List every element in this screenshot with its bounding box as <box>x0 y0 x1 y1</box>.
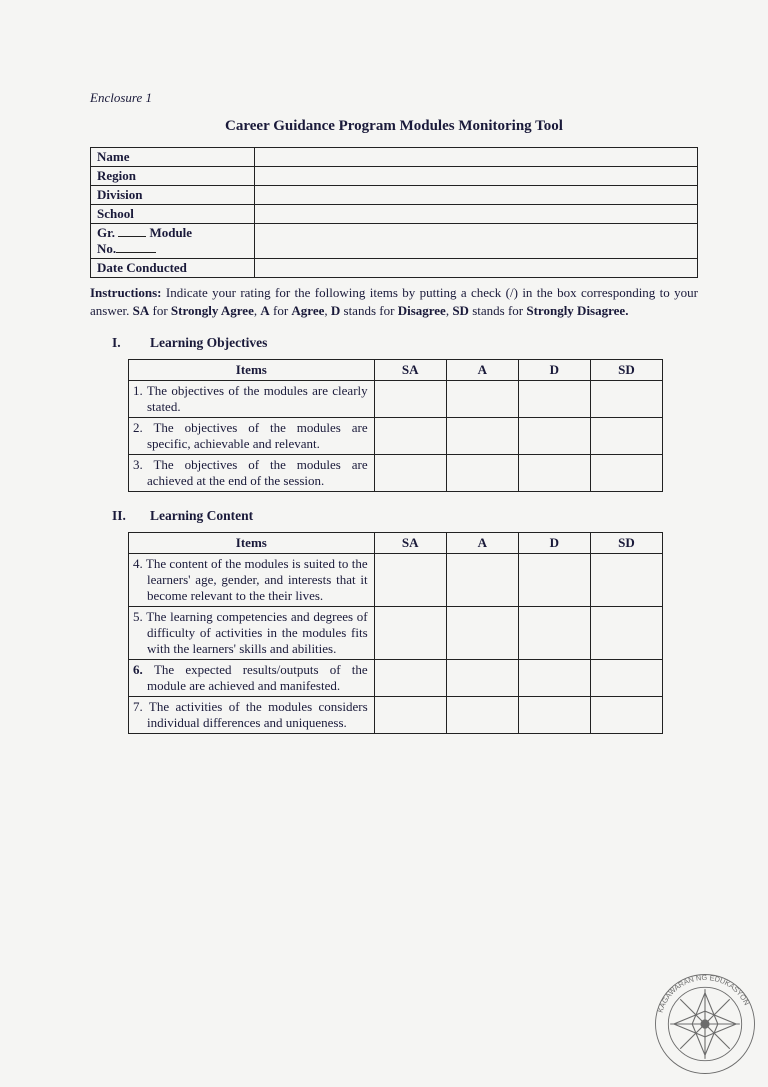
rating-cell[interactable] <box>374 554 446 607</box>
rating-cell[interactable] <box>518 381 590 418</box>
rating-cell[interactable] <box>374 455 446 492</box>
table-row: Region <box>91 167 698 186</box>
col-items: Items <box>129 360 375 381</box>
seal-stamp: KAGAWARAN NG EDUKASYON <box>650 969 760 1079</box>
rating-cell[interactable] <box>374 697 446 734</box>
item-text: 7. The activities of the modules conside… <box>129 697 375 734</box>
rating-cell[interactable] <box>518 455 590 492</box>
field-date[interactable] <box>254 259 697 278</box>
table-row: Division <box>91 186 698 205</box>
label-name: Name <box>91 148 255 167</box>
rating-cell[interactable] <box>374 381 446 418</box>
field-module[interactable] <box>254 224 697 259</box>
table-row: 7. The activities of the modules conside… <box>129 697 663 734</box>
rating-cell[interactable] <box>446 697 518 734</box>
field-school[interactable] <box>254 205 697 224</box>
table-row: Name <box>91 148 698 167</box>
rating-table-1: Items SA A D SD 1. The objectives of the… <box>128 359 663 492</box>
item-text: 1. The objectives of the modules are cle… <box>129 381 375 418</box>
instructions-text: Instructions: Indicate your rating for t… <box>90 284 698 319</box>
label-date: Date Conducted <box>91 259 255 278</box>
info-table: Name Region Division School Gr. Module N… <box>90 147 698 278</box>
field-region[interactable] <box>254 167 697 186</box>
grade-blank[interactable] <box>118 225 146 237</box>
col-sa: SA <box>374 360 446 381</box>
svg-text:KAGAWARAN NG EDUKASYON: KAGAWARAN NG EDUKASYON <box>656 973 752 1014</box>
col-d: D <box>518 360 590 381</box>
rating-cell[interactable] <box>590 455 662 492</box>
table-row: 2. The objectives of the modules are spe… <box>129 418 663 455</box>
rating-cell[interactable] <box>446 418 518 455</box>
table-row: Date Conducted <box>91 259 698 278</box>
table-header-row: Items SA A D SD <box>129 360 663 381</box>
item-text: 6. The expected results/outputs of the m… <box>129 660 375 697</box>
rating-cell[interactable] <box>446 554 518 607</box>
label-module: Gr. Module No. <box>91 224 255 259</box>
col-sd: SD <box>590 360 662 381</box>
item-text: 4. The content of the modules is suited … <box>129 554 375 607</box>
rating-cell[interactable] <box>590 607 662 660</box>
rating-cell[interactable] <box>590 554 662 607</box>
page-title: Career Guidance Program Modules Monitori… <box>90 118 698 135</box>
rating-cell[interactable] <box>446 455 518 492</box>
item-text: 5. The learning competencies and degrees… <box>129 607 375 660</box>
rating-cell[interactable] <box>590 381 662 418</box>
col-sd: SD <box>590 533 662 554</box>
col-a: A <box>446 360 518 381</box>
rating-cell[interactable] <box>446 607 518 660</box>
rating-cell[interactable] <box>374 418 446 455</box>
rating-cell[interactable] <box>374 607 446 660</box>
rating-cell[interactable] <box>590 418 662 455</box>
table-header-row: Items SA A D SD <box>129 533 663 554</box>
table-row: School <box>91 205 698 224</box>
label-school: School <box>91 205 255 224</box>
item-text: 3. The objectives of the modules are ach… <box>129 455 375 492</box>
rating-cell[interactable] <box>374 660 446 697</box>
label-division: Division <box>91 186 255 205</box>
table-row: 6. The expected results/outputs of the m… <box>129 660 663 697</box>
rating-cell[interactable] <box>518 418 590 455</box>
rating-cell[interactable] <box>518 607 590 660</box>
table-row: 5. The learning competencies and degrees… <box>129 607 663 660</box>
col-items: Items <box>129 533 375 554</box>
rating-cell[interactable] <box>446 660 518 697</box>
item-text: 2. The objectives of the modules are spe… <box>129 418 375 455</box>
field-name[interactable] <box>254 148 697 167</box>
col-d: D <box>518 533 590 554</box>
rating-cell[interactable] <box>518 554 590 607</box>
section-2-heading: II.Learning Content <box>112 508 698 524</box>
table-row: 3. The objectives of the modules are ach… <box>129 455 663 492</box>
section-1-heading: I.Learning Objectives <box>112 335 698 351</box>
rating-cell[interactable] <box>590 697 662 734</box>
col-sa: SA <box>374 533 446 554</box>
col-a: A <box>446 533 518 554</box>
table-row: 4. The content of the modules is suited … <box>129 554 663 607</box>
table-row: 1. The objectives of the modules are cle… <box>129 381 663 418</box>
rating-cell[interactable] <box>446 381 518 418</box>
rating-table-2: Items SA A D SD 4. The content of the mo… <box>128 532 663 734</box>
rating-cell[interactable] <box>590 660 662 697</box>
enclosure-label: Enclosure 1 <box>90 90 698 106</box>
table-row: Gr. Module No. <box>91 224 698 259</box>
label-region: Region <box>91 167 255 186</box>
rating-cell[interactable] <box>518 697 590 734</box>
field-division[interactable] <box>254 186 697 205</box>
rating-cell[interactable] <box>518 660 590 697</box>
no-blank[interactable] <box>116 241 156 253</box>
